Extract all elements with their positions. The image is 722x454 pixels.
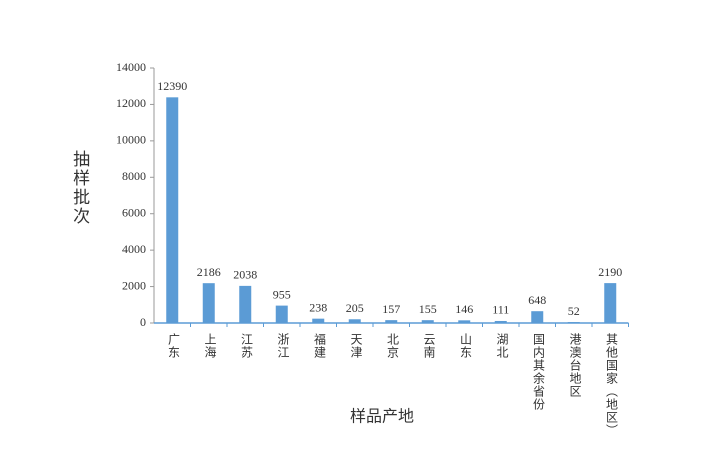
bar [239, 285, 252, 323]
bar [385, 320, 398, 323]
x-tick-label: 广东 [167, 333, 181, 359]
bar [458, 320, 471, 323]
y-tick-label: 4000 [122, 242, 146, 256]
x-tick-label: 福建 [313, 332, 327, 359]
bar [312, 318, 325, 323]
y-tick-label: 8000 [122, 169, 146, 183]
bar [348, 319, 361, 323]
x-tick-label: 港澳台地区 [568, 333, 582, 398]
x-tick-label: 其他国家（地区） [605, 333, 619, 437]
y-tick-label: 0 [140, 315, 146, 329]
bar [202, 283, 215, 323]
x-tick-label: 北京 [386, 333, 400, 359]
value-label: 955 [273, 287, 291, 301]
value-label: 2190 [598, 265, 622, 279]
value-label: 648 [528, 293, 546, 307]
bar [604, 283, 617, 323]
y-tick-label: 14000 [116, 60, 146, 74]
x-tick-label: 江苏 [240, 333, 254, 359]
value-label: 111 [492, 303, 509, 317]
y-tick-label: 2000 [122, 278, 146, 292]
x-axis-label: 样品产地 [350, 408, 414, 426]
x-tick-label: 云南 [422, 333, 436, 359]
bar [166, 97, 179, 323]
bar [421, 320, 434, 323]
y-tick-label: 10000 [116, 133, 146, 147]
y-tick-label: 6000 [122, 205, 146, 219]
x-tick-label: 天津 [349, 333, 363, 359]
bar [275, 305, 288, 323]
y-axis-label: 抽样批次 [70, 150, 90, 226]
value-label: 146 [455, 302, 473, 316]
value-label: 2186 [197, 265, 221, 279]
y-tick-label: 12000 [116, 96, 146, 110]
x-tick-label: 浙江 [276, 333, 290, 359]
bar [567, 322, 580, 323]
value-label: 155 [419, 302, 437, 316]
value-label: 205 [346, 301, 364, 315]
value-label: 12390 [157, 79, 187, 93]
x-tick-label: 山东 [459, 333, 473, 359]
value-label: 52 [568, 304, 580, 318]
bar [494, 320, 507, 323]
value-label: 238 [309, 300, 327, 314]
value-label: 2038 [233, 268, 257, 282]
value-label: 157 [382, 302, 400, 316]
x-tick-label: 国内其余省份 [532, 333, 546, 411]
bar [531, 311, 544, 323]
x-tick-label: 湖北 [495, 332, 509, 359]
x-tick-label: 上海 [203, 333, 217, 359]
